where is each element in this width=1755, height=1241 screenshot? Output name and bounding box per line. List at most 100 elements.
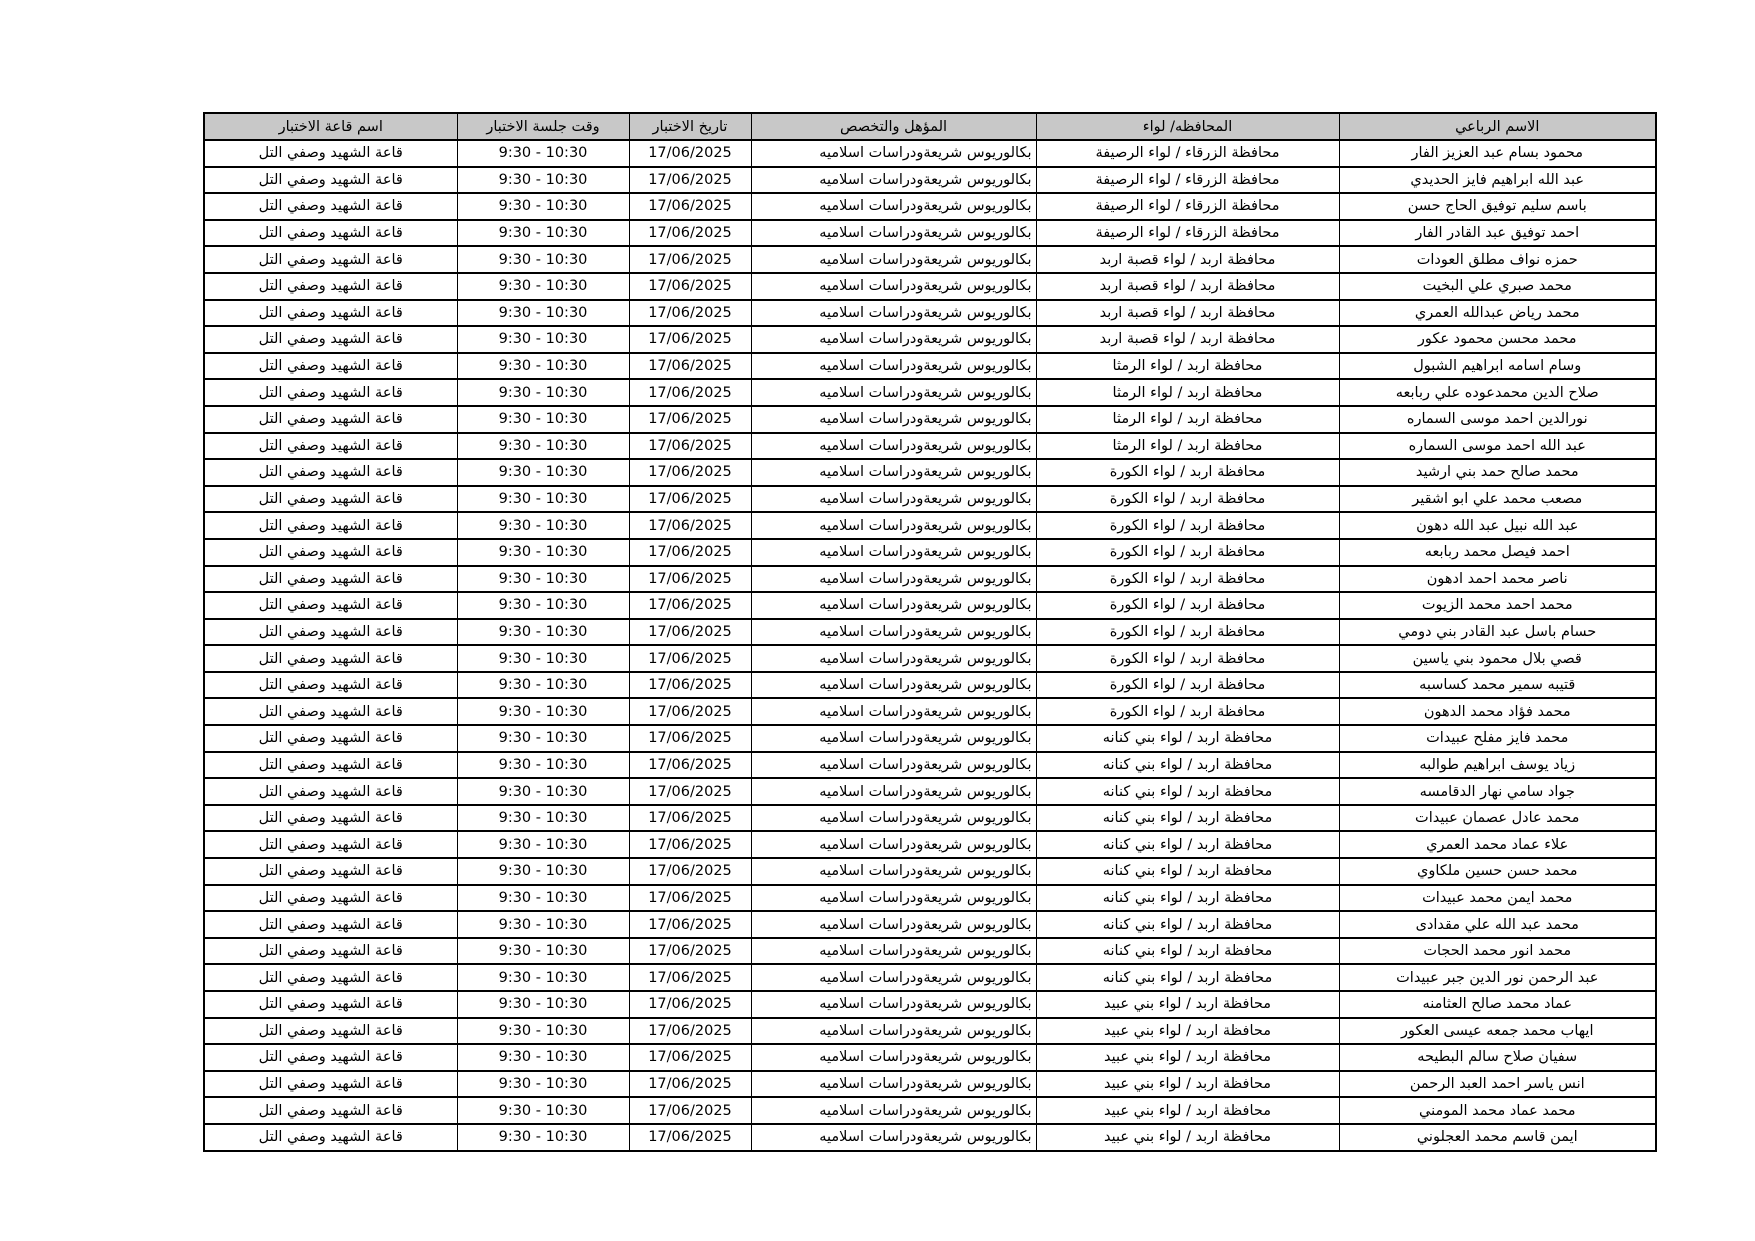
cell-time: 9:30 - 10:30 [456, 378, 630, 407]
table-row: محمد ايمن محمد عبيدات محافظة اربد / لواء … [203, 884, 1657, 913]
cell-name: نورالدين احمد موسى السماره [1338, 405, 1657, 434]
cell-time: 9:30 - 10:30 [456, 618, 630, 647]
cell-qualification: بكالوريوس شريعةودراسات اسلاميه [750, 272, 1037, 301]
header-qualification: المؤهل والتخصص [750, 112, 1037, 141]
cell-province: محافظة اربد / لواء بني عبيد [1035, 1123, 1340, 1152]
table-row: عبد الرحمن نور الدين جبر عبيدات محافظة ار… [203, 963, 1657, 992]
cell-name: محمد صالح حمد بني ارشيد [1338, 458, 1657, 487]
cell-time: 9:30 - 10:30 [456, 485, 630, 514]
cell-hall: قاعة الشهيد وصفي التل [203, 538, 458, 567]
table-row: ايهاب محمد جمعه عيسى العكور محافظة اربد /… [203, 1017, 1657, 1046]
table-row: جواد سامي نهار الدقامسه محافظة اربد / لوا… [203, 777, 1657, 806]
cell-hall: قاعة الشهيد وصفي التل [203, 432, 458, 461]
cell-time: 9:30 - 10:30 [456, 1017, 630, 1046]
header-province: المحافظه/ لواء [1035, 112, 1340, 141]
cell-date: 17/06/2025 [628, 1043, 752, 1072]
table-row: مصعب محمد علي ابو اشقير محافظة اربد / لوا… [203, 485, 1657, 514]
cell-name: محمد فؤاد محمد الدهون [1338, 697, 1657, 727]
cell-hall: قاعة الشهيد وصفي التل [203, 272, 458, 301]
cell-province: محافظة اربد / لواء الكورة [1035, 618, 1340, 647]
cell-province: محافظة الزرقاء / لواء الرصيفة [1035, 219, 1340, 248]
cell-time: 9:30 - 10:30 [456, 565, 630, 594]
cell-hall: قاعة الشهيد وصفي التل [203, 1096, 458, 1125]
cell-name: عبد الرحمن نور الدين جبر عبيدات [1338, 963, 1657, 992]
cell-date: 17/06/2025 [628, 378, 752, 407]
table-row: محمد فايز مفلح عبيدات محافظة اربد / لواء … [203, 724, 1657, 753]
table-row: ناصر محمد احمد ادهون محافظة اربد / لواء ا… [203, 565, 1657, 594]
cell-province: محافظة اربد / لواء بني كنانه [1035, 884, 1340, 913]
cell-qualification: بكالوريوس شريعةودراسات اسلاميه [750, 857, 1037, 886]
cell-name: باسم سليم توفيق الحاج حسن [1338, 192, 1657, 221]
cell-name: ايمن قاسم محمد العجلوني [1338, 1123, 1657, 1152]
cell-date: 17/06/2025 [628, 804, 752, 833]
cell-time: 9:30 - 10:30 [456, 830, 630, 860]
header-time: وقت جلسة الاختبار [456, 112, 630, 141]
cell-province: محافظة اربد / لواء الكورة [1035, 671, 1340, 700]
cell-hall: قاعة الشهيد وصفي التل [203, 485, 458, 514]
cell-hall: قاعة الشهيد وصفي التل [203, 697, 458, 727]
cell-date: 17/06/2025 [628, 618, 752, 647]
cell-hall: قاعة الشهيد وصفي التل [203, 1017, 458, 1046]
table-row: وسام اسامه ابراهيم الشبول محافظة اربد / ل… [203, 352, 1657, 381]
cell-date: 17/06/2025 [628, 325, 752, 354]
cell-province: محافظة اربد / لواء الكورة [1035, 565, 1340, 594]
cell-name: محمد حسن حسين ملكاوي [1338, 857, 1657, 886]
table-row: محمد انور محمد الحجات محافظة اربد / لواء … [203, 937, 1657, 966]
cell-name: محمود بسام عبد العزيز الفار [1338, 139, 1657, 168]
cell-time: 9:30 - 10:30 [456, 432, 630, 461]
cell-time: 9:30 - 10:30 [456, 910, 630, 939]
cell-name: احمد توفيق عبد القادر الفار [1338, 219, 1657, 248]
cell-date: 17/06/2025 [628, 990, 752, 1019]
cell-name: ناصر محمد احمد ادهون [1338, 565, 1657, 594]
cell-time: 9:30 - 10:30 [456, 857, 630, 886]
cell-qualification: بكالوريوس شريعةودراسات اسلاميه [750, 432, 1037, 461]
cell-date: 17/06/2025 [628, 352, 752, 381]
cell-qualification: بكالوريوس شريعةودراسات اسلاميه [750, 405, 1037, 434]
cell-time: 9:30 - 10:30 [456, 245, 630, 274]
table-row: سفيان صلاح سالم البطيحه محافظة اربد / لوا… [203, 1043, 1657, 1072]
cell-date: 17/06/2025 [628, 299, 752, 328]
cell-province: محافظة اربد / لواء قصبة اربد [1035, 272, 1340, 301]
cell-qualification: بكالوريوس شريعةودراسات اسلاميه [750, 352, 1037, 381]
cell-province: محافظة اربد / لواء بني كنانه [1035, 804, 1340, 833]
header-hall: اسم قاعة الاختبار [203, 112, 458, 141]
cell-name: وسام اسامه ابراهيم الشبول [1338, 352, 1657, 381]
cell-qualification: بكالوريوس شريعةودراسات اسلاميه [750, 219, 1037, 248]
cell-province: محافظة اربد / لواء بني كنانه [1035, 857, 1340, 886]
cell-name: محمد محسن محمود عكور [1338, 325, 1657, 354]
table-row: محمد صالح حمد بني ارشيد محافظة اربد / لوا… [203, 458, 1657, 487]
table-row: محمد فؤاد محمد الدهون محافظة اربد / لواء … [203, 697, 1657, 727]
cell-hall: قاعة الشهيد وصفي التل [203, 219, 458, 248]
cell-province: محافظة الزرقاء / لواء الرصيفة [1035, 192, 1340, 221]
cell-time: 9:30 - 10:30 [456, 804, 630, 833]
cell-hall: قاعة الشهيد وصفي التل [203, 857, 458, 886]
cell-time: 9:30 - 10:30 [456, 219, 630, 248]
cell-date: 17/06/2025 [628, 644, 752, 673]
cell-qualification: بكالوريوس شريعةودراسات اسلاميه [750, 937, 1037, 966]
cell-province: محافظة الزرقاء / لواء الرصيفة [1035, 139, 1340, 168]
cell-hall: قاعة الشهيد وصفي التل [203, 139, 458, 168]
cell-province: محافظة اربد / لواء الرمثا [1035, 405, 1340, 434]
cell-date: 17/06/2025 [628, 245, 752, 274]
cell-hall: قاعة الشهيد وصفي التل [203, 963, 458, 992]
table-row: احمد فيصل محمد ربابعه محافظة اربد / لواء … [203, 538, 1657, 567]
cell-province: محافظة اربد / لواء بني كنانه [1035, 777, 1340, 806]
cell-qualification: بكالوريوس شريعةودراسات اسلاميه [750, 565, 1037, 594]
cell-qualification: بكالوريوس شريعةودراسات اسلاميه [750, 485, 1037, 514]
cell-hall: قاعة الشهيد وصفي التل [203, 724, 458, 753]
cell-name: حمزه نواف مطلق العودات [1338, 245, 1657, 274]
cell-qualification: بكالوريوس شريعةودراسات اسلاميه [750, 299, 1037, 328]
table-row: علاء عماد محمد العمري محافظة اربد / لواء … [203, 830, 1657, 860]
table-row: محمد محسن محمود عكور محافظة اربد / لواء ق… [203, 325, 1657, 354]
cell-time: 9:30 - 10:30 [456, 1070, 630, 1099]
cell-date: 17/06/2025 [628, 511, 752, 540]
cell-province: محافظة اربد / لواء الكورة [1035, 511, 1340, 540]
cell-hall: قاعة الشهيد وصفي التل [203, 1123, 458, 1152]
cell-date: 17/06/2025 [628, 166, 752, 195]
header-row: الاسم الرباعي المحافظه/ لواء المؤهل والت… [203, 112, 1657, 141]
cell-name: مصعب محمد علي ابو اشقير [1338, 485, 1657, 514]
table-row: صلاح الدين محمدعوده علي ربابعه محافظة ارب… [203, 378, 1657, 407]
cell-province: محافظة اربد / لواء بني كنانه [1035, 963, 1340, 992]
table-row: محمد عماد محمد المومني محافظة اربد / لواء… [203, 1096, 1657, 1125]
cell-province: محافظة اربد / لواء بني كنانه [1035, 751, 1340, 780]
